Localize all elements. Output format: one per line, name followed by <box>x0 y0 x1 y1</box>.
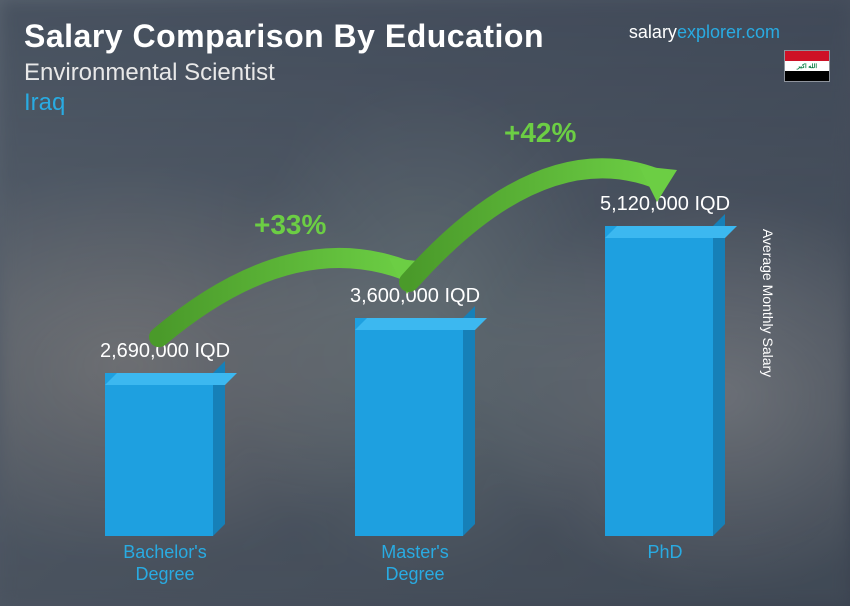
brand-part2: explorer <box>677 22 741 42</box>
brand-part1: salary <box>629 22 677 42</box>
flag-stripe-bot <box>785 71 829 81</box>
y-axis-label: Average Monthly Salary <box>760 229 776 377</box>
bar-side-face <box>463 306 475 536</box>
bar-3d <box>355 318 475 536</box>
bar-3d <box>105 373 225 536</box>
country-flag-icon: الله اكبر <box>784 50 830 82</box>
labels-container: Bachelor'sDegree Master'sDegree PhD <box>40 536 790 586</box>
country-label: Iraq <box>24 89 826 117</box>
bar-side-face <box>213 361 225 536</box>
bar-group: 3,600,000 IQD <box>315 285 515 536</box>
flag-stripe-top <box>785 51 829 61</box>
bar-side-face <box>713 214 725 536</box>
bar-value: 3,600,000 IQD <box>350 285 480 308</box>
bar-label: Master'sDegree <box>315 536 515 586</box>
bar-front-face <box>355 318 463 536</box>
bar-top-face <box>105 373 237 385</box>
bar-top-face <box>605 226 737 238</box>
bar-group: 2,690,000 IQD <box>65 340 265 536</box>
increment-pct-label: +42% <box>504 117 576 149</box>
flag-script: الله اكبر <box>797 63 817 70</box>
bars-container: 2,690,000 IQD 3,600,000 IQD 5,120,000 IQD <box>40 130 790 536</box>
increment-pct-label: +33% <box>254 209 326 241</box>
bar-front-face <box>605 226 713 536</box>
bar-top-face <box>355 318 487 330</box>
brand-part3: .com <box>741 22 780 42</box>
bar-group: 5,120,000 IQD <box>565 193 765 536</box>
bar-label: Bachelor'sDegree <box>65 536 265 586</box>
bar-3d <box>605 226 725 536</box>
brand-logo: salaryexplorer.com <box>629 22 780 43</box>
bar-front-face <box>105 373 213 536</box>
job-subtitle: Environmental Scientist <box>24 59 826 87</box>
bar-label: PhD <box>565 536 765 586</box>
bar-chart: 2,690,000 IQD3,600,000 IQD5,120,000 IQD … <box>40 130 790 586</box>
bar-value: 2,690,000 IQD <box>100 340 230 363</box>
bar-value: 5,120,000 IQD <box>600 193 730 216</box>
flag-stripe-mid: الله اكبر <box>785 61 829 71</box>
